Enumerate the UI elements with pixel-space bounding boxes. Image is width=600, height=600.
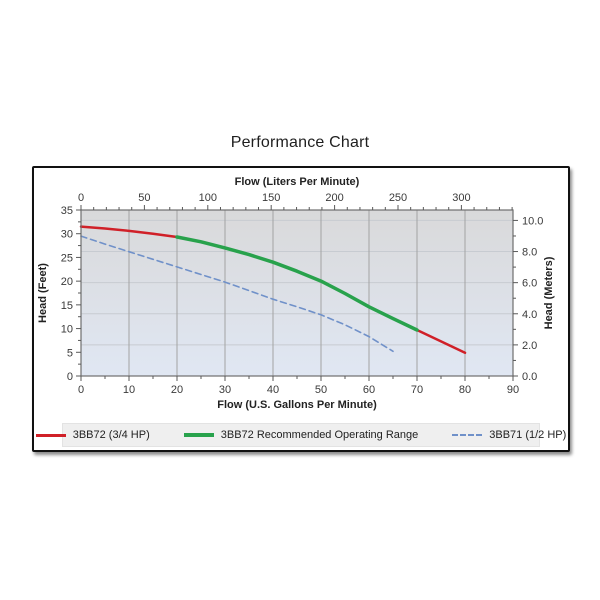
bottom-tick-label: 40	[267, 384, 279, 396]
top-tick-label: 50	[138, 192, 150, 204]
legend-label: 3BB71 (1/2 HP)	[489, 429, 567, 441]
left-axis-title: Head (Feet)	[37, 263, 49, 323]
plot-gradient-rect	[81, 210, 513, 376]
right-axis-title: Head (Meters)	[543, 256, 555, 329]
left-tick-label: 15	[61, 300, 73, 312]
red-line-swatch-icon	[35, 433, 66, 437]
right-tick-label: 8.0	[522, 247, 537, 259]
bottom-tick-label: 30	[219, 384, 231, 396]
performance-chart-frame: 0 10 20 30 40 50 60 70 80 90 0 50 100 150 200 250 300 0 5 1…	[32, 166, 570, 452]
horizontal-gridlines	[81, 219, 513, 346]
bottom-tick-label: 20	[171, 384, 183, 396]
bottom-tick-label: 50	[315, 384, 327, 396]
bottom-tick-label: 90	[507, 384, 519, 396]
top-tick-label: 200	[325, 192, 343, 204]
page-title: Performance Chart	[230, 134, 370, 151]
left-tick-label: 10	[61, 324, 73, 336]
legend-item-recommended-range: 3BB72 Recommended Operating Range	[183, 429, 419, 441]
chart-legend: 3BB72 (3/4 HP) 3BB72 Recommended Operati…	[35, 423, 566, 447]
bottom-axis-title: Flow (U.S. Gallons Per Minute)	[217, 399, 377, 411]
bottom-tick-label: 10	[123, 384, 135, 396]
performance-chart-canvas: 0 10 20 30 40 50 60 70 80 90 0 50 100 150 200 250 300 0 5 1…	[37, 176, 555, 411]
left-tick-label: 5	[67, 347, 73, 359]
top-tick-label: 250	[389, 192, 407, 204]
series-curves	[79, 225, 467, 355]
top-tick-label: 0	[78, 192, 84, 204]
axis-ticks	[76, 205, 518, 381]
left-tick-label: 20	[61, 276, 73, 288]
legend-item-3bb71: 3BB71 (1/2 HP)	[452, 429, 566, 441]
series-curve-1	[175, 235, 419, 332]
legend-label: 3BB72 (3/4 HP)	[72, 429, 150, 441]
bottom-tick-label: 80	[459, 384, 471, 396]
right-tick-label: 10.0	[522, 215, 543, 227]
top-tick-label: 150	[262, 192, 280, 204]
right-tick-label: 6.0	[522, 278, 537, 290]
legend-label: 3BB72 Recommended Operating Range	[220, 429, 419, 441]
left-tick-label: 25	[61, 252, 73, 264]
right-tick-label: 2.0	[522, 340, 537, 352]
right-tick-label: 0.0	[522, 371, 537, 383]
top-tick-label: 100	[199, 192, 217, 204]
plot-area-background	[81, 210, 513, 376]
right-tick-label: 4.0	[522, 309, 537, 321]
top-tick-label: 300	[452, 192, 470, 204]
legend-item-3bb72: 3BB72 (3/4 HP)	[35, 429, 150, 441]
green-line-swatch-icon	[183, 433, 214, 437]
bottom-tick-label: 70	[411, 384, 423, 396]
left-tick-label: 30	[61, 229, 73, 241]
series-curve-2	[80, 235, 394, 353]
top-axis-title: Flow (Liters Per Minute)	[235, 176, 360, 188]
axis-tick-labels: 0 10 20 30 40 50 60 70 80 90 0 50 100 150 200 250 300 0 5 1…	[61, 192, 544, 396]
left-tick-label: 0	[67, 371, 73, 383]
left-tick-label: 35	[61, 205, 73, 217]
bottom-tick-label: 60	[363, 384, 375, 396]
blue-dashed-line-swatch-icon	[452, 434, 483, 436]
bottom-tick-label: 0	[78, 384, 84, 396]
